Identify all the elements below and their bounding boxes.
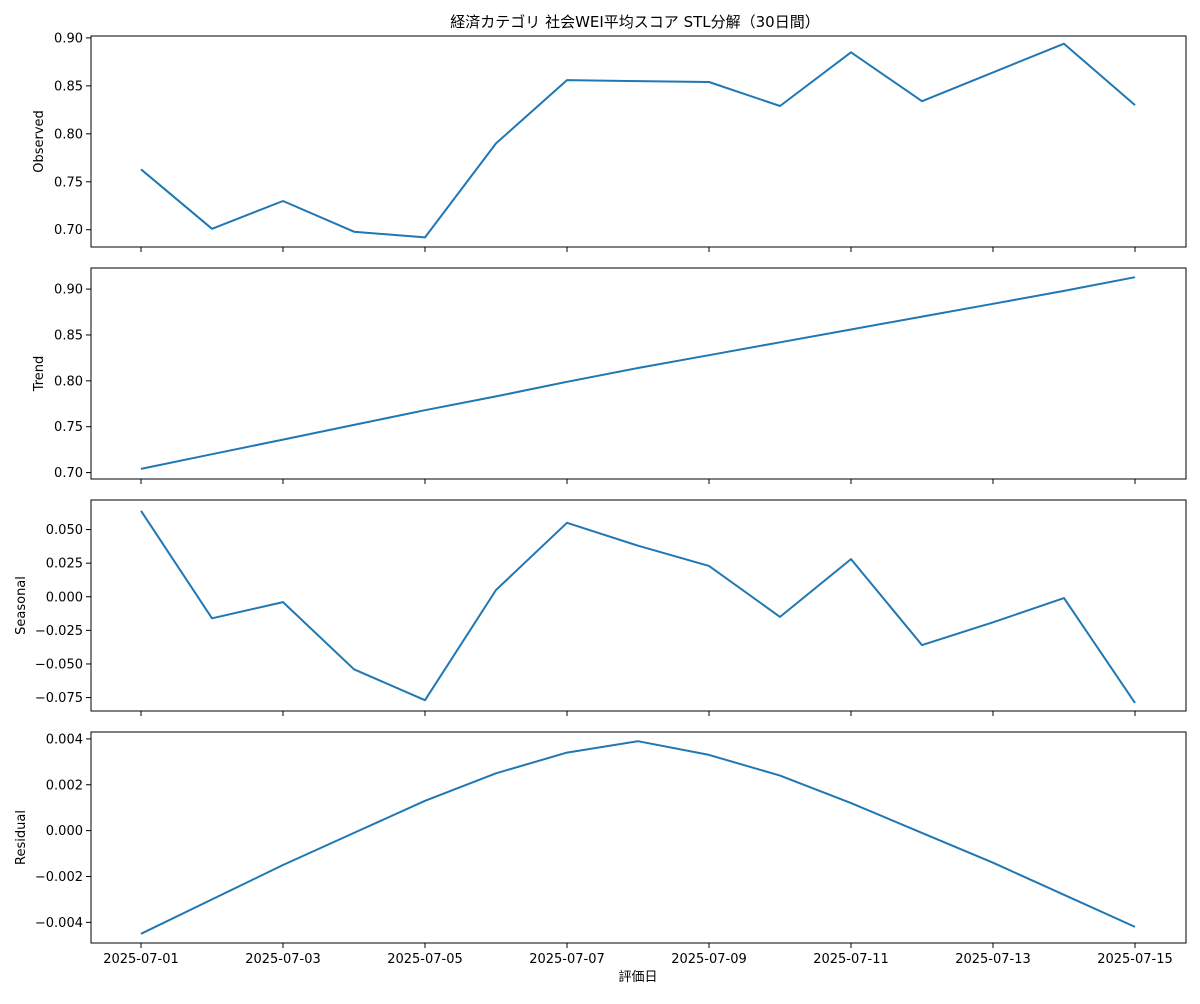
panel-frame bbox=[90, 35, 1187, 248]
y-tick-label: 0.025 bbox=[46, 557, 83, 572]
y-tick-label: −0.002 bbox=[35, 870, 83, 885]
y-tick-label: 0.80 bbox=[54, 374, 83, 389]
panel-frame bbox=[90, 499, 1187, 712]
y-tick-label: 0.000 bbox=[46, 590, 83, 605]
series-line-residual bbox=[140, 740, 1136, 935]
series-line-seasonal bbox=[140, 510, 1136, 704]
series-line-trend bbox=[140, 276, 1136, 470]
x-tick-label: 2025-07-03 bbox=[245, 952, 321, 967]
y-tick-label: 0.70 bbox=[54, 223, 83, 238]
y-tick-label: 0.75 bbox=[54, 175, 83, 190]
y-tick-label: −0.050 bbox=[35, 657, 83, 672]
y-axis-label: Trend bbox=[32, 356, 47, 393]
x-tick-label: 2025-07-11 bbox=[813, 952, 889, 967]
panel-residual: −0.004 −0.002 0.000 0.002 0.004 Residual 2025-… bbox=[14, 731, 1187, 967]
series-line-observed bbox=[140, 42, 1136, 239]
y-axis-label: Seasonal bbox=[14, 576, 29, 635]
y-tick-label: −0.075 bbox=[35, 691, 83, 706]
y-tick-label: 0.90 bbox=[54, 283, 83, 298]
y-tick-label: 0.000 bbox=[46, 824, 83, 839]
y-tick-label: −0.025 bbox=[35, 624, 83, 639]
y-tick-label: 0.75 bbox=[54, 420, 83, 435]
x-tick-label: 2025-07-09 bbox=[671, 952, 747, 967]
panel-trend: 0.70 0.75 0.80 0.85 0.90 Trend bbox=[32, 267, 1187, 484]
x-tick-label: 2025-07-05 bbox=[387, 952, 463, 967]
y-tick-label: 0.050 bbox=[46, 523, 83, 538]
x-tick-label: 2025-07-15 bbox=[1097, 952, 1173, 967]
panel-observed: 0.70 0.75 0.80 0.85 0.90 Observed bbox=[32, 31, 1187, 252]
x-tick-label: 2025-07-13 bbox=[955, 952, 1031, 967]
x-axis-label: 評価日 bbox=[618, 970, 657, 985]
y-tick-label: 0.004 bbox=[46, 732, 83, 747]
y-tick-label: 0.85 bbox=[54, 328, 83, 343]
y-tick-label: 0.002 bbox=[46, 778, 83, 793]
y-tick-label: 0.85 bbox=[54, 79, 83, 94]
panel-frame bbox=[90, 267, 1187, 480]
x-tick-label: 2025-07-01 bbox=[103, 952, 179, 967]
y-tick-label: 0.90 bbox=[54, 31, 83, 46]
y-axis-label: Observed bbox=[32, 110, 47, 173]
chart-title: 経済カテゴリ 社会WEI平均スコア STL分解（30日間） bbox=[450, 13, 819, 31]
y-tick-label: 0.80 bbox=[54, 127, 83, 142]
x-tick-label: 2025-07-07 bbox=[529, 952, 605, 967]
y-tick-label: −0.004 bbox=[35, 916, 83, 931]
panel-seasonal: −0.075 −0.050 −0.025 0.000 0.025 0.050 Seasona… bbox=[14, 499, 1187, 716]
y-tick-label: 0.70 bbox=[54, 466, 83, 481]
y-axis-label: Residual bbox=[14, 810, 29, 865]
panel-frame bbox=[90, 731, 1187, 944]
